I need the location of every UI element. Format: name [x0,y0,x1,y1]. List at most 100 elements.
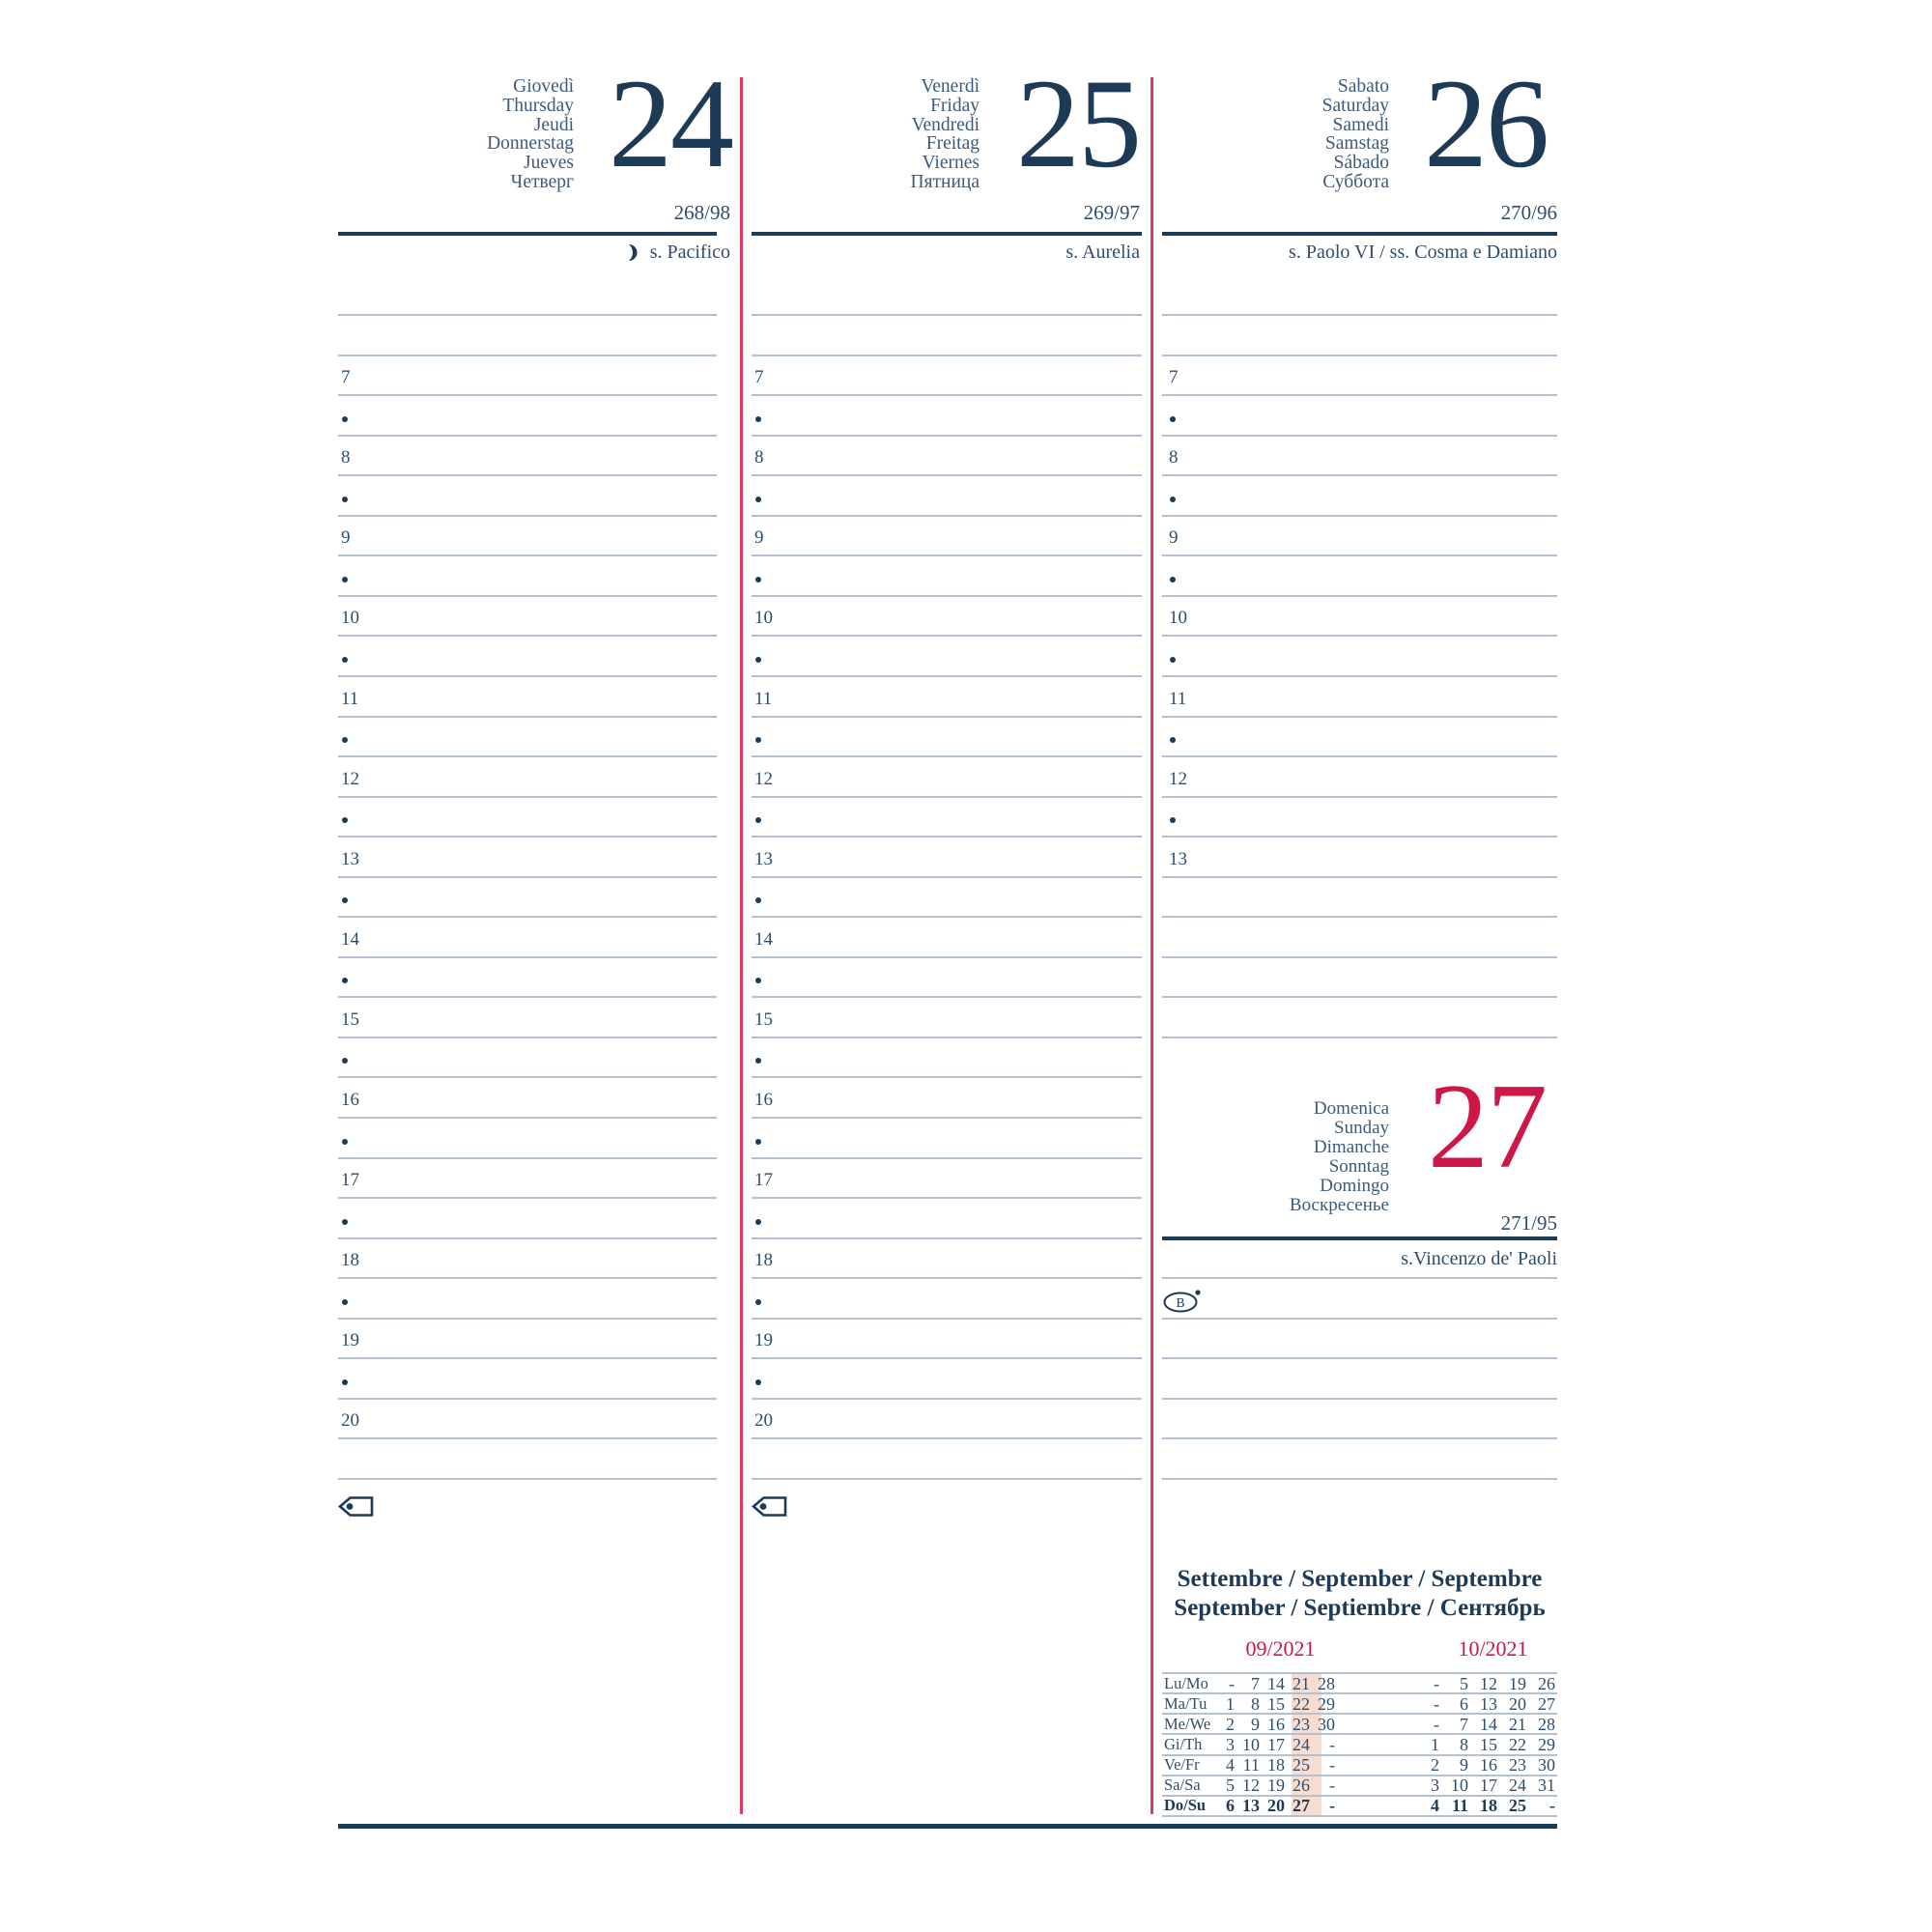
header-divider-line [1162,232,1557,236]
ruled-line [338,435,717,437]
ruled-line [752,1318,1142,1320]
calendar-cell-september: 14 [1267,1674,1285,1693]
ruled-line [752,1398,1142,1400]
calendar-cell-october: 12 [1480,1674,1497,1693]
ruled-line [1162,355,1557,356]
ruled-line [752,435,1142,437]
ruled-line [338,1117,717,1119]
calendar-cell-october: 24 [1509,1776,1526,1795]
half-hour-dot [755,497,761,502]
day-name: Jeudi [533,114,574,135]
ruled-line [752,515,1142,517]
day-number: 25 [1016,52,1142,194]
day-name: Giovedì [513,76,574,97]
ruled-line [338,1037,717,1038]
calendar-cell-october: 1 [1431,1735,1439,1754]
day-name: Воскресенье [1289,1195,1389,1215]
hour-label: 16 [341,1090,359,1110]
hour-label: 18 [341,1250,359,1270]
half-hour-dot [342,737,348,743]
ruled-line [1162,836,1557,838]
calendar-day-label: Do/Su [1164,1796,1207,1814]
ruled-line [338,876,717,878]
ruled-line [1162,515,1557,517]
ruled-line [1162,956,1557,958]
hour-label: 20 [341,1410,359,1431]
ruled-line [752,554,1142,556]
day-name: Sunday [1334,1118,1389,1138]
ruled-line [1162,1478,1557,1480]
ruled-line [338,1277,717,1279]
day-name: Freitag [925,133,980,155]
calendar-cell-october: 9 [1460,1755,1468,1775]
calendar-month-label: 10/2021 [1458,1636,1528,1661]
sunday-day-number: 27 [1428,1060,1548,1194]
calendar-cell-september: 9 [1251,1715,1260,1734]
tag-icon [752,1494,787,1523]
calendar-cell-october: 26 [1538,1674,1555,1693]
ruled-line [1162,314,1557,316]
hour-label: 7 [754,367,764,387]
sunday-day-ordinal: 271/95 [1500,1211,1557,1235]
calendar-month-label: 09/2021 [1245,1636,1316,1661]
half-hour-dot [755,737,761,743]
calendar-grid-line [1162,1672,1557,1674]
day-name: Samedi [1332,114,1390,135]
tag-icon [338,1494,374,1523]
calendar-cell-september: 7 [1251,1674,1260,1693]
half-hour-dot [1170,737,1176,743]
hour-label: 16 [754,1090,773,1110]
calendar-cell-october: 8 [1460,1735,1468,1754]
calendar-grid-line [1162,1713,1557,1715]
day-number: 26 [1424,52,1549,194]
calendar-title-line: Settembre / September / Septembre [1177,1566,1543,1592]
ruled-line [338,515,717,517]
calendar-grid-line [1162,1815,1557,1817]
hour-label: 19 [341,1330,359,1350]
red-column-divider [1151,77,1153,1814]
half-hour-dot [1170,497,1176,502]
calendar-cell-september: 22 [1293,1694,1310,1714]
ruled-line [1162,675,1557,677]
half-hour-dot [1170,577,1176,582]
ruled-line [338,595,717,597]
calendar-cell-september: 12 [1242,1776,1260,1795]
hour-label: 15 [754,1009,773,1030]
ruled-line [338,916,717,918]
calendar-cell-october: 5 [1460,1674,1468,1693]
calendar-cell-october: 2 [1431,1755,1439,1775]
calendar-cell-october: 18 [1480,1796,1497,1815]
day-name: Суббота [1322,171,1389,192]
calendar-cell-september: 30 [1318,1715,1335,1734]
calendar-cell-september: - [1329,1796,1335,1815]
ruled-line [338,1076,717,1078]
half-hour-dot [755,416,761,422]
hour-label: 7 [341,367,351,387]
calendar-cell-september: 19 [1267,1776,1285,1795]
hour-label: 13 [1169,849,1187,869]
ruled-line [1162,996,1557,998]
day-names: Sabato Saturday Samedi Samstag Sábado Суббота [1119,77,1389,192]
calendar-cell-september: 23 [1293,1715,1310,1734]
day-ordinal: 268/98 [673,201,730,224]
ruled-line [338,836,717,838]
hour-label: 10 [1169,608,1187,628]
hour-label: 17 [341,1170,359,1190]
hour-label: 15 [341,1009,359,1030]
calendar-day-label: Ve/Fr [1164,1755,1200,1774]
ruled-line [752,355,1142,356]
half-hour-dot [342,657,348,663]
ruled-line [1162,1037,1557,1038]
calendar-grid-line [1162,1692,1557,1694]
ruled-line [338,314,717,316]
calendar-cell-october: - [1434,1715,1439,1734]
calendar-cell-september: 21 [1293,1674,1310,1693]
calendar-cell-october: 16 [1480,1755,1497,1775]
saint-name: s.Vincenzo de' Paoli [1401,1247,1557,1269]
day-name: Jueves [524,153,574,174]
hour-label: 11 [1169,689,1187,709]
half-hour-dot [755,577,761,582]
day-names: Venerdì Friday Vendredi Freitag Viernes Пятни… [709,77,980,192]
calendar-cell-october: - [1434,1694,1439,1714]
calendar-cell-october: 10 [1451,1776,1468,1795]
